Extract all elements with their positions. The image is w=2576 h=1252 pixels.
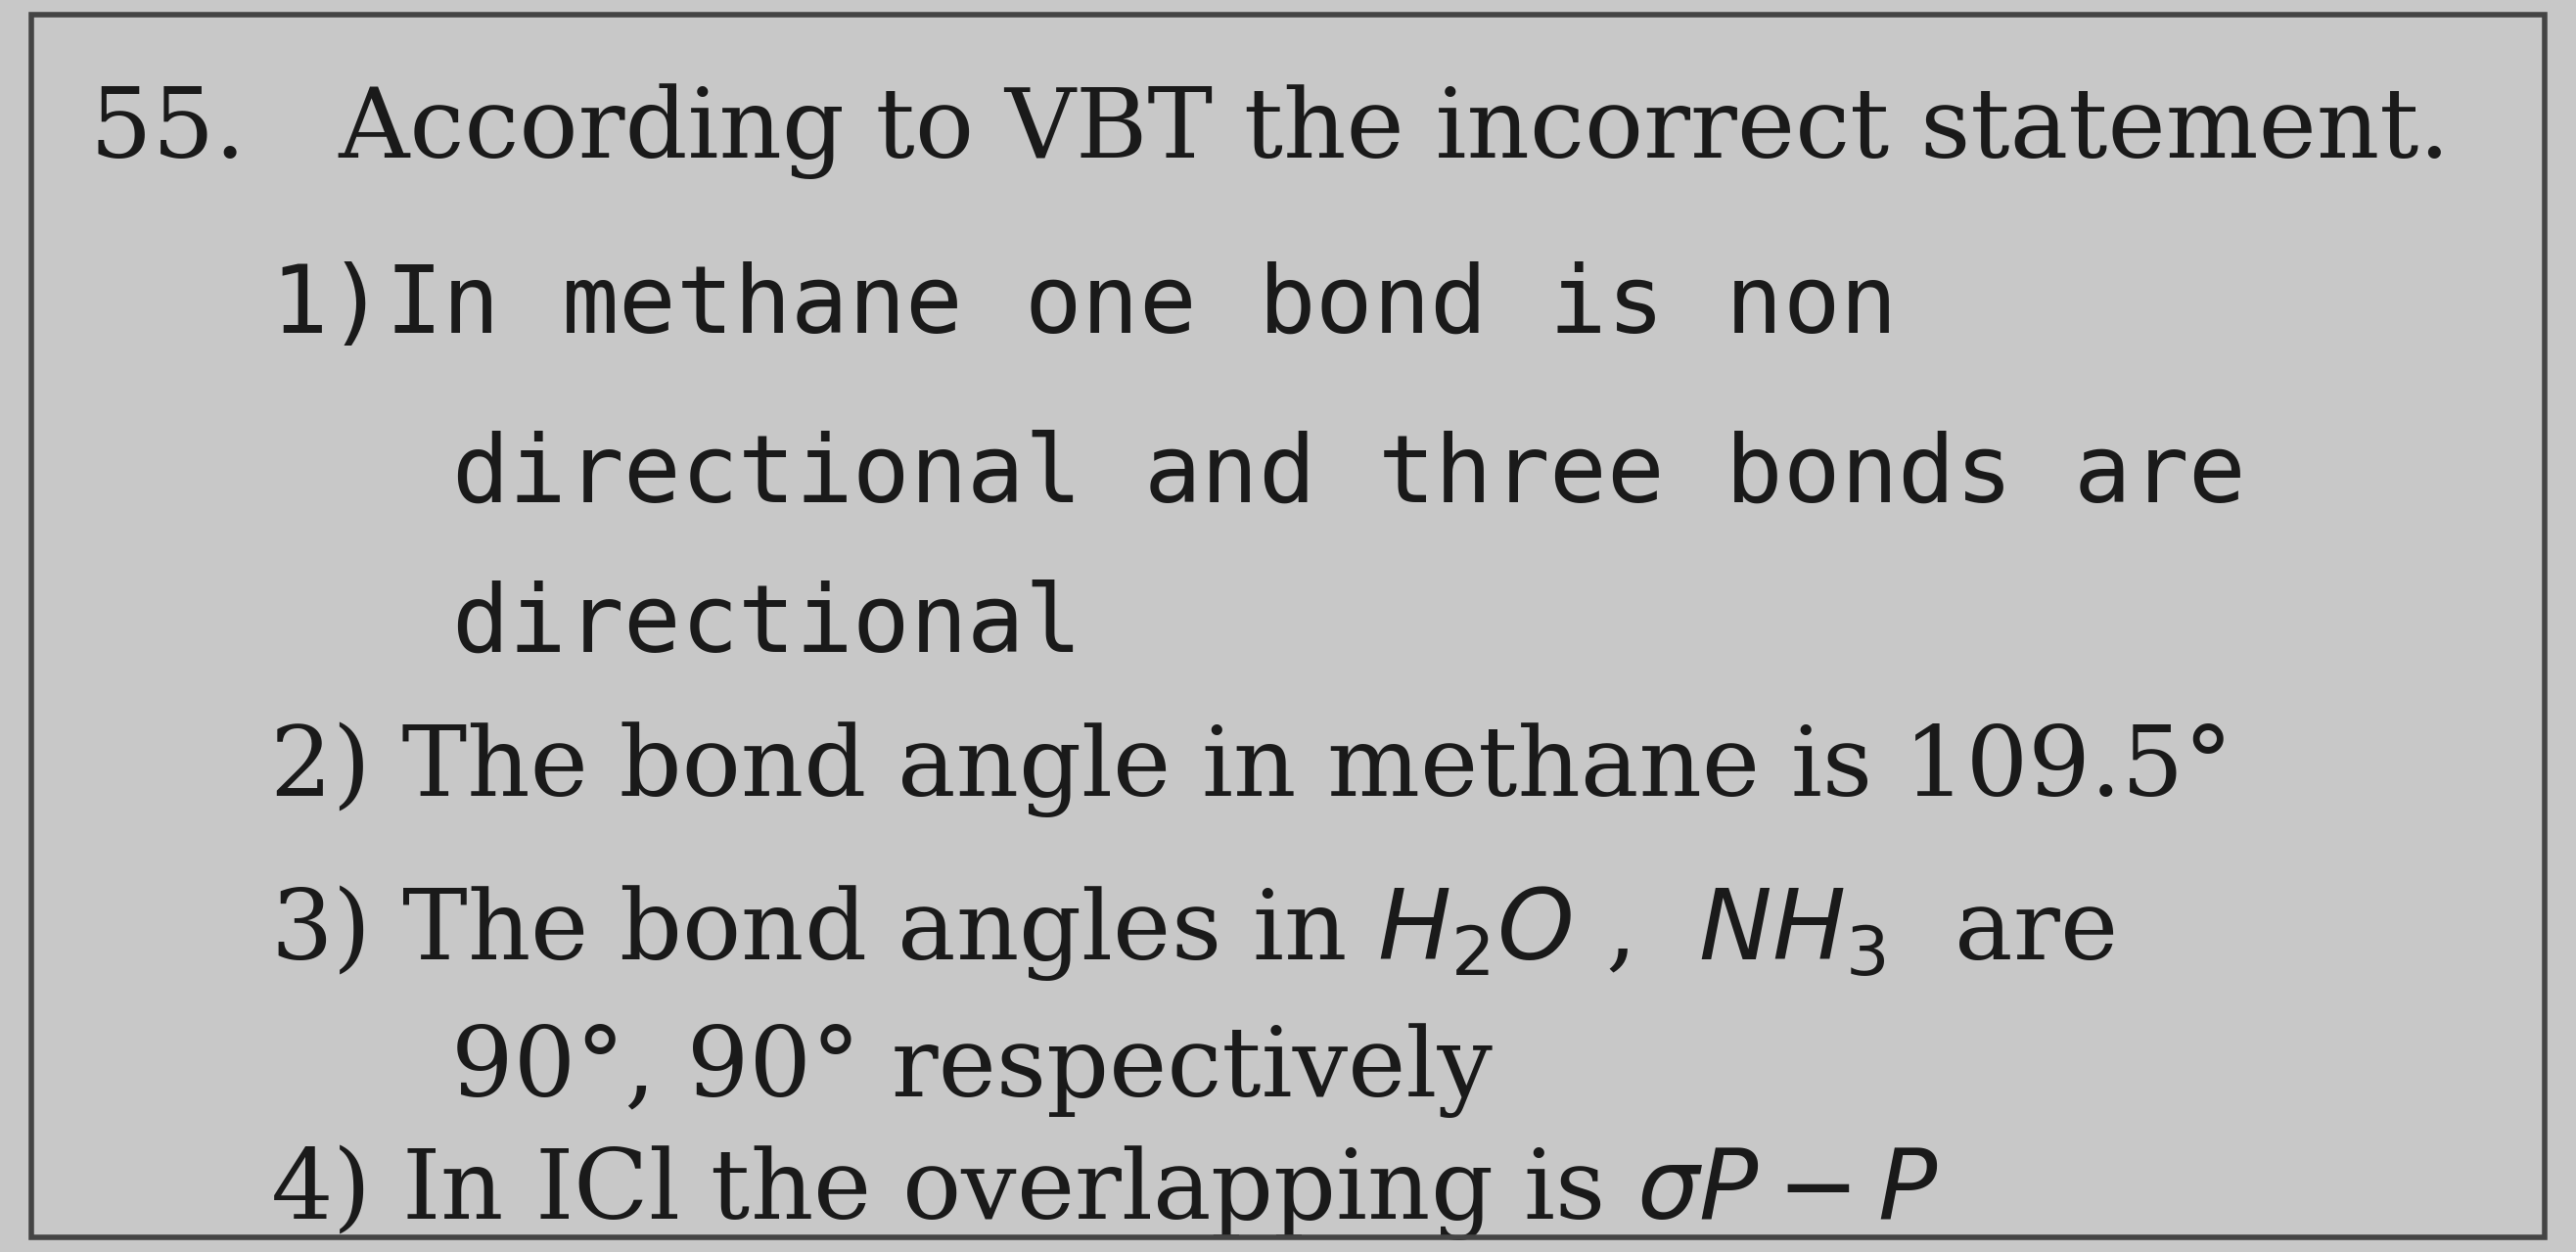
Text: $\mathtt{directional\ \ and\ \ three\ \ bonds\ \ are}$: $\mathtt{directional\ \ and\ \ three\ \ … (451, 431, 2241, 521)
Text: 55.   According to VBT the incorrect statement.: 55. According to VBT the incorrect state… (90, 84, 2450, 179)
Text: $\mathtt{directional}$: $\mathtt{directional}$ (451, 581, 1074, 671)
Text: 3) The bond angles in $H_2O$ ,  $NH_3$  are: 3) The bond angles in $H_2O$ , $NH_3$ ar… (270, 883, 2115, 983)
Text: $\mathtt{1)In\ \ methane\ \ one\ \ bond\ \ is\ \ non}$: $\mathtt{1)In\ \ methane\ \ one\ \ bond\… (270, 262, 1891, 352)
Text: 4) In ICl the overlapping is $\sigma P-P$: 4) In ICl the overlapping is $\sigma P-P… (270, 1142, 1940, 1242)
Text: 2) The bond angle in methane is 109.5°: 2) The bond angle in methane is 109.5° (270, 722, 2233, 818)
Text: 90°, 90° respectively: 90°, 90° respectively (451, 1023, 1492, 1118)
